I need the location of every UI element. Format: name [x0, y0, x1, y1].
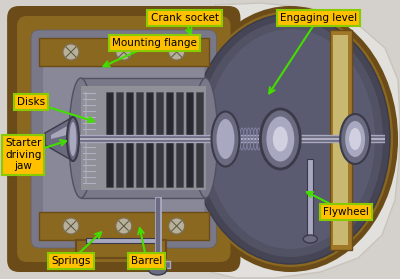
Ellipse shape [266, 117, 294, 162]
Polygon shape [51, 124, 71, 139]
Ellipse shape [67, 117, 79, 161]
Text: Springs: Springs [51, 256, 91, 266]
Bar [166, 92, 173, 187]
Circle shape [63, 218, 79, 234]
Circle shape [63, 44, 79, 60]
Ellipse shape [273, 126, 288, 151]
Ellipse shape [340, 114, 370, 164]
Bar [146, 92, 153, 187]
Ellipse shape [194, 78, 218, 198]
Bar [176, 92, 183, 187]
Bar [39, 38, 208, 66]
Bar [136, 92, 143, 187]
Bar [39, 212, 208, 240]
FancyBboxPatch shape [7, 6, 240, 272]
Ellipse shape [183, 6, 398, 272]
Bar [156, 92, 163, 187]
Bar [81, 86, 206, 190]
Ellipse shape [70, 122, 76, 156]
Text: Flywheel: Flywheel [323, 207, 369, 217]
Ellipse shape [349, 128, 361, 150]
Polygon shape [206, 3, 400, 278]
Ellipse shape [69, 78, 93, 198]
Text: Disks: Disks [17, 97, 45, 107]
Ellipse shape [188, 11, 393, 267]
Bar [126, 92, 133, 187]
Ellipse shape [212, 112, 240, 167]
Bar [330, 30, 352, 250]
Text: Barrel: Barrel [131, 256, 162, 266]
Bar [81, 78, 206, 198]
Text: Crank socket: Crank socket [151, 13, 219, 23]
Ellipse shape [190, 14, 390, 264]
FancyBboxPatch shape [43, 44, 204, 234]
Bar [196, 92, 202, 187]
FancyBboxPatch shape [31, 30, 216, 248]
Circle shape [116, 218, 132, 234]
Circle shape [116, 44, 132, 60]
Circle shape [169, 44, 185, 60]
Bar [307, 159, 313, 239]
Bar [86, 238, 156, 243]
Bar [116, 92, 123, 187]
Text: Mounting flange: Mounting flange [112, 38, 197, 48]
Ellipse shape [345, 121, 365, 157]
Polygon shape [45, 117, 73, 161]
Ellipse shape [216, 119, 234, 159]
Circle shape [169, 218, 185, 234]
FancyBboxPatch shape [17, 16, 230, 262]
Ellipse shape [206, 29, 375, 249]
Text: Starter
driving
jaw: Starter driving jaw [5, 138, 41, 171]
Ellipse shape [303, 235, 317, 243]
Bar [333, 35, 348, 245]
Ellipse shape [260, 109, 300, 169]
Bar [76, 240, 166, 258]
Bar [106, 92, 113, 187]
Ellipse shape [149, 265, 167, 275]
Ellipse shape [198, 21, 383, 257]
Text: Engaging level: Engaging level [280, 13, 357, 23]
Bar [186, 92, 192, 187]
